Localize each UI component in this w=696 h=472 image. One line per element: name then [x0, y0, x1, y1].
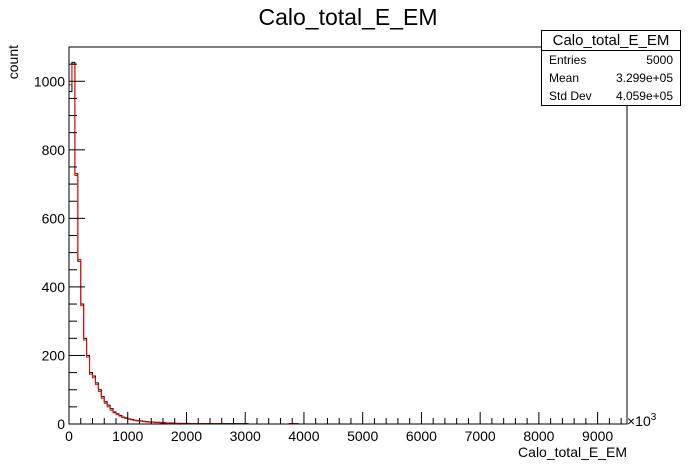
- stats-row-stddev: Std Dev 4.059e+05: [542, 87, 680, 105]
- x-tick-label: 3000: [230, 428, 261, 444]
- stats-row-entries: Entries 5000: [542, 51, 680, 69]
- x-tick-label: 0: [65, 428, 73, 444]
- stats-label: Std Dev: [549, 89, 592, 103]
- stats-title: Calo_total_E_EM: [542, 31, 680, 51]
- stats-label: Mean: [549, 71, 580, 85]
- stats-label: Entries: [549, 53, 587, 67]
- y-tick-label: 200: [42, 347, 66, 363]
- x-tick-label: 6000: [406, 428, 437, 444]
- x-multiplier: ×103: [627, 412, 657, 429]
- histogram-series-1: [68, 63, 627, 425]
- x-tick-label: 8000: [523, 428, 554, 444]
- x-tick-label: 5000: [347, 428, 378, 444]
- y-tick-label: 400: [42, 279, 66, 295]
- stats-value: 3.299e+05: [615, 71, 673, 85]
- x-axis-label: Calo_total_E_EM: [518, 444, 627, 460]
- x-tick-label: 7000: [465, 428, 496, 444]
- x-tick-label: 4000: [288, 428, 319, 444]
- y-axis-label: count: [5, 45, 21, 79]
- histogram-series-0: [68, 61, 616, 425]
- x-tick-label: 9000: [582, 428, 613, 444]
- y-tick-label: 800: [42, 142, 66, 158]
- stats-box: Calo_total_E_EM Entries 5000 Mean 3.299e…: [541, 30, 681, 106]
- stats-row-mean: Mean 3.299e+05: [542, 69, 680, 87]
- x-tick-label: 1000: [112, 428, 143, 444]
- x-tick-label: 2000: [171, 428, 202, 444]
- chart-title: Calo_total_E_EM: [258, 4, 438, 30]
- y-tick-label: 600: [42, 210, 66, 226]
- stats-value: 5000: [646, 53, 673, 67]
- y-tick-label: 1000: [34, 73, 65, 89]
- stats-value: 4.059e+05: [615, 89, 673, 103]
- y-tick-label: 0: [57, 416, 65, 432]
